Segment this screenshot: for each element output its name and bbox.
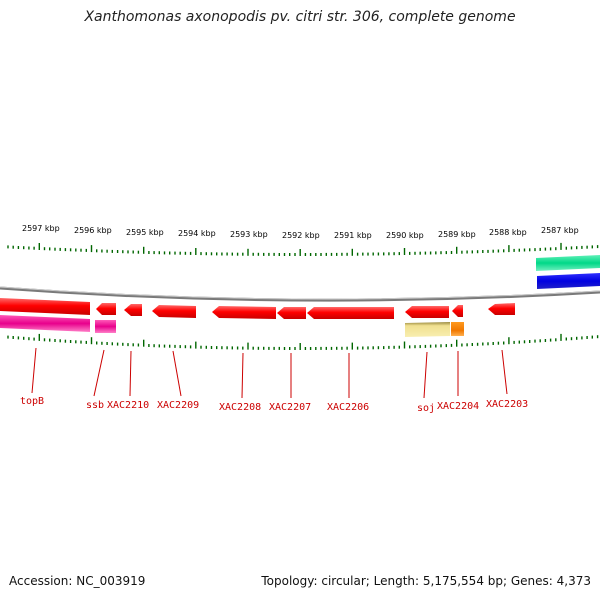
feature-bar-magenta-left <box>0 315 90 332</box>
scale-label: 2589 kbp <box>438 230 476 239</box>
genome-summary-text: Topology: circular; Length: 5,175,554 bp… <box>261 574 591 588</box>
gene-arrow-topB <box>0 298 90 315</box>
scale-label: 2590 kbp <box>386 231 424 240</box>
gene-arrow-xac2206 <box>307 307 394 319</box>
gene-labels: topB ssb XAC2210 XAC2209 XAC2208 XAC2207… <box>20 396 528 414</box>
gene-arrow-xac2207 <box>277 307 306 319</box>
gene-arrow-xac2208 <box>212 306 276 319</box>
feature-bar-magenta-ssb <box>95 320 116 333</box>
feature-band-green <box>536 255 600 271</box>
scale-ticks-inner <box>7 333 599 350</box>
scale-label: 2595 kbp <box>126 228 164 237</box>
accession-text: Accession: NC_003919 <box>9 574 146 588</box>
gene-arrow-xac2204 <box>452 305 463 317</box>
gene-arrow-xac2209 <box>152 305 196 318</box>
scale-labels: 2597 kbp 2596 kbp 2595 kbp 2594 kbp 2593… <box>22 224 579 240</box>
scale-label: 2593 kbp <box>230 230 268 239</box>
leader-xac2203 <box>501 349 508 395</box>
gene-arrow-xac2203 <box>488 303 515 315</box>
feature-band-blue <box>537 273 600 289</box>
leader-soj <box>423 351 428 399</box>
scale-label: 2588 kbp <box>489 228 527 237</box>
scale-label: 2587 kbp <box>541 226 579 235</box>
gene-label-topB: topB <box>20 396 44 407</box>
feature-bar-yellow-soj <box>405 322 450 337</box>
gene-label-xac2210: XAC2210 <box>107 400 149 411</box>
gene-arrow-xac2210 <box>124 304 142 316</box>
leader-xac2208 <box>241 352 244 399</box>
leader-xac2210 <box>129 350 132 397</box>
gene-label-xac2206: XAC2206 <box>327 402 369 413</box>
scale-label: 2591 kbp <box>334 231 372 240</box>
genome-backbone-highlight <box>0 286 600 300</box>
genome-backbone <box>0 286 600 302</box>
gene-arrow-ssb <box>96 303 116 315</box>
gene-label-xac2207: XAC2207 <box>269 402 311 413</box>
gene-label-xac2203: XAC2203 <box>486 399 528 410</box>
gene-label-soj: soj <box>417 403 435 414</box>
scale-label: 2594 kbp <box>178 229 216 238</box>
gene-label-ssb: ssb <box>86 400 104 411</box>
scale-label: 2597 kbp <box>22 224 60 233</box>
scale-label: 2596 kbp <box>74 226 112 235</box>
feature-bar-orange-xac2204 <box>451 322 464 336</box>
gene-track <box>0 298 515 337</box>
label-leaders <box>31 347 508 399</box>
map-title: Xanthomonas axonopodis pv. citri str. 30… <box>84 9 516 25</box>
scale-label: 2592 kbp <box>282 231 320 240</box>
gene-arrow-soj <box>405 306 449 318</box>
gene-label-xac2208: XAC2208 <box>219 402 261 413</box>
scale-ticks-outer <box>7 242 599 256</box>
gene-label-xac2209: XAC2209 <box>157 400 199 411</box>
leader-topB <box>31 347 37 394</box>
gene-label-xac2204: XAC2204 <box>437 401 479 412</box>
leader-ssb <box>93 349 105 397</box>
leader-xac2209 <box>172 350 182 397</box>
